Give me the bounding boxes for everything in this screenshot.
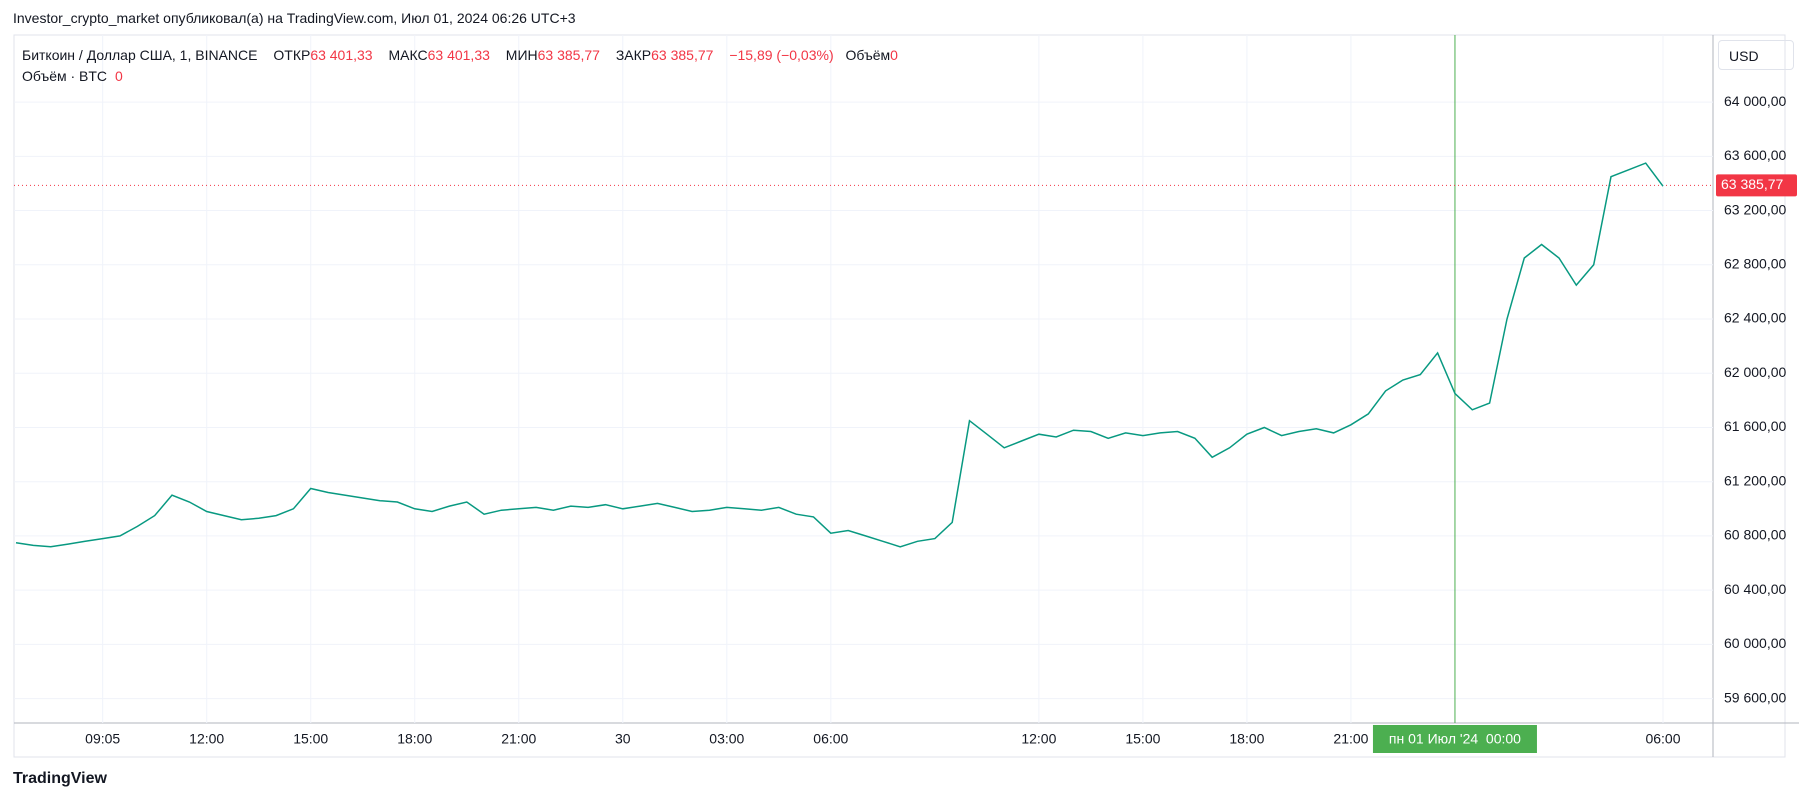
x-tick-label: 09:05: [85, 731, 120, 747]
crosshair-time-bg: [1372, 725, 1537, 753]
currency-button[interactable]: USD: [1718, 40, 1794, 70]
x-tick-label: 18:00: [397, 731, 432, 747]
legend-row: Объём · BTC 0: [22, 66, 902, 87]
y-tick-label: 64 000,00: [1724, 93, 1786, 109]
volume: 0: [890, 47, 898, 63]
symbol: Биткоин / Доллар США, 1, BINANCE: [22, 47, 258, 63]
open-label: ОТКР: [273, 47, 311, 63]
y-tick-label: 63 600,00: [1724, 147, 1786, 163]
volume-study: Объём · BTC: [22, 68, 108, 84]
volume-label: Объём: [845, 47, 891, 63]
y-tick-label: 60 400,00: [1724, 581, 1786, 597]
open: 63 401,33: [310, 47, 373, 63]
x-tick-label: 15:00: [1125, 731, 1160, 747]
y-tick-label: 62 400,00: [1724, 310, 1786, 326]
y-tick-label: 62 000,00: [1724, 364, 1786, 380]
x-tick-label: 12:00: [1021, 731, 1056, 747]
high-label: МАКС: [388, 47, 428, 63]
last-price-tag: [1716, 174, 1797, 197]
high: 63 401,33: [427, 47, 490, 63]
close: 63 385,77: [651, 47, 714, 63]
x-tick-label: пн 01 Июл '24 00:00: [1389, 731, 1521, 747]
x-tick-label: 06:00: [813, 731, 848, 747]
y-tick-label: 62 800,00: [1724, 255, 1786, 271]
x-tick-label: 06:00: [1645, 731, 1680, 747]
x-tick-label: 12:00: [189, 731, 224, 747]
y-tick-label: 59 600,00: [1724, 689, 1786, 705]
change: −15,89 (−0,03%): [729, 47, 834, 63]
y-tick-label: 63 200,00: [1724, 201, 1786, 217]
y-tick-label: 60 000,00: [1724, 635, 1786, 651]
x-tick-label: 21:00: [501, 731, 536, 747]
y-tick-label: 60 800,00: [1724, 527, 1786, 543]
legend-row: Биткоин / Доллар США, 1, BINANCE ОТКР63 …: [22, 45, 902, 66]
volume-study-value: 0: [114, 68, 123, 84]
x-tick-label: 18:00: [1229, 731, 1264, 747]
y-tick-label: 61 600,00: [1724, 418, 1786, 434]
last-price-label: 63 385,77: [1721, 176, 1783, 192]
header-title: Investor_crypto_market опубликовал(а) на…: [13, 10, 576, 26]
price-line: [15, 162, 1664, 548]
x-tick-label: 15:00: [293, 731, 328, 747]
x-tick-label: 21:00: [1333, 731, 1368, 747]
legend: Биткоин / Доллар США, 1, BINANCE ОТКР63 …: [22, 45, 902, 87]
close-label: ЗАКР: [615, 47, 652, 63]
pane-frame: [13, 34, 1786, 758]
y-tick-label: 61 200,00: [1724, 472, 1786, 488]
x-tick-label: 30: [615, 731, 631, 747]
brand: TradingView: [13, 770, 107, 787]
x-tick-label: 03:00: [709, 731, 744, 747]
low-label: МИН: [505, 47, 538, 63]
low: 63 385,77: [537, 47, 600, 63]
